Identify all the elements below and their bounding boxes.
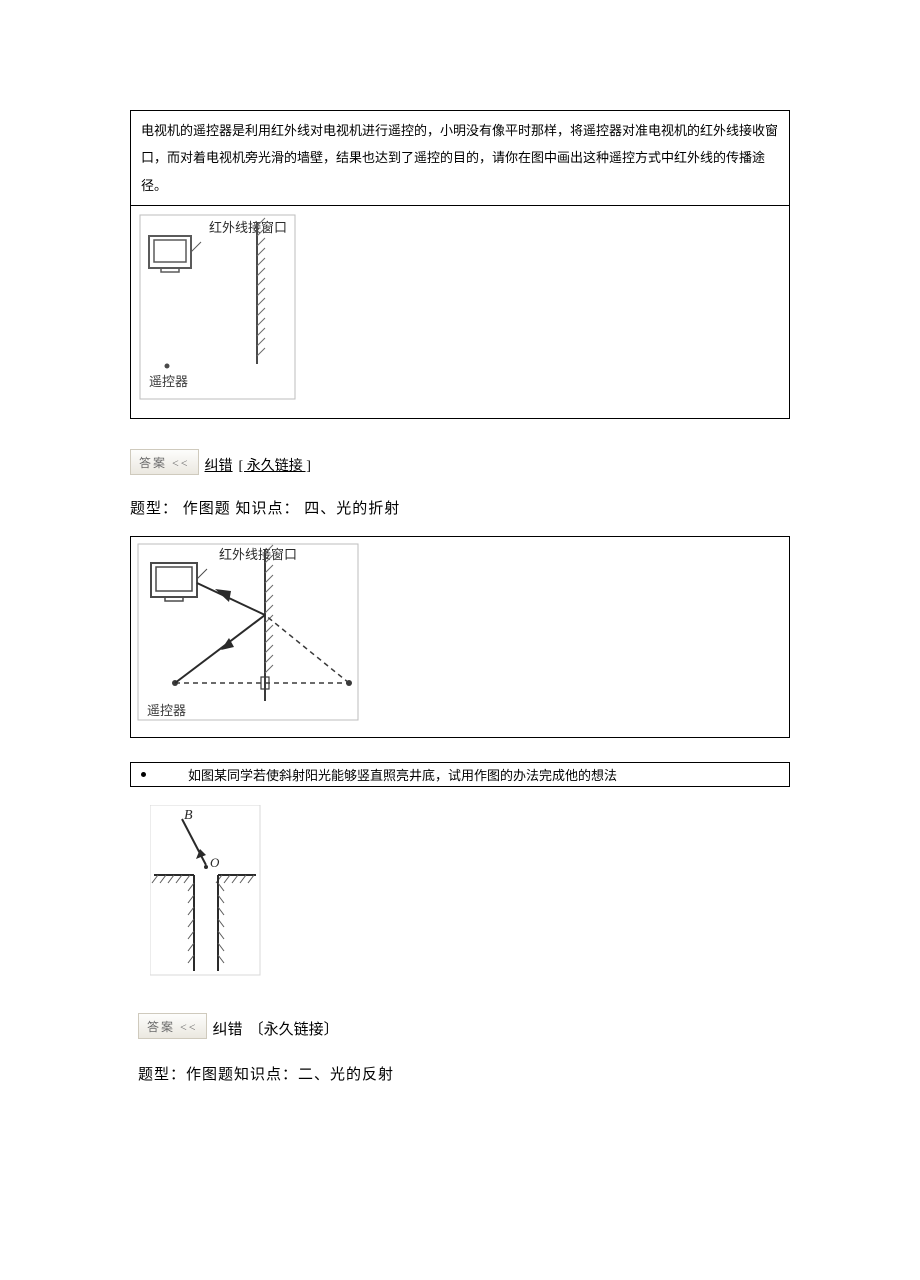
answer-button-1[interactable]: 答案 << <box>130 449 199 475</box>
question-2-text: 如图某同学若使斜射阳光能够竖直照亮井底，试用作图的办法完成他的想法 <box>188 765 617 784</box>
fig1-window-label: 红外线接窗口 <box>209 220 287 235</box>
sol1-remote-label: 遥控器 <box>147 703 186 718</box>
sol1-window-label: 红外线接窗口 <box>219 547 297 562</box>
errata-link-1[interactable]: 纠错 <box>205 455 233 475</box>
question-1-figure: 红外线接窗口 <box>139 214 309 404</box>
answer-row-2: 答案 << 纠错 〔永久链接〕 <box>138 1013 790 1039</box>
answer-button-2[interactable]: 答案 << <box>138 1013 207 1039</box>
permalink-1[interactable]: [ 永久链接 ] <box>239 455 311 475</box>
question-2-figure: B O <box>150 805 270 980</box>
question-1-text: 电视机的遥控器是利用红外线对电视机进行遥控的，小明没有像平时那样，将遥控器对准电… <box>141 123 778 193</box>
question-1-figure-box: 红外线接窗口 <box>130 206 790 419</box>
question-2-box: 如图某同学若使斜射阳光能够竖直照亮井底，试用作图的办法完成他的想法 <box>130 762 790 787</box>
solution-1-figure: 红外线接窗口 <box>137 543 377 723</box>
meta-line-1: 题型： 作图题 知识点： 四、光的折射 <box>130 497 790 518</box>
fig1-remote-label: 遥控器 <box>149 374 188 389</box>
bullet-icon <box>141 772 146 777</box>
fig2-label-O: O <box>210 855 220 870</box>
question-1-box: 电视机的遥控器是利用红外线对电视机进行遥控的，小明没有像平时那样，将遥控器对准电… <box>130 110 790 206</box>
solution-1-box: 红外线接窗口 <box>130 536 790 738</box>
errata-link-2[interactable]: 纠错 <box>213 1018 243 1039</box>
fig2-label-B: B <box>184 808 193 823</box>
permalink-2[interactable]: 〔永久链接〕 <box>249 1018 339 1039</box>
answer-row-1: 答案 << 纠错 [ 永久链接 ] <box>130 449 790 475</box>
question-2-figure-wrap: B O <box>150 805 790 985</box>
meta-line-2: 题型：作图题知识点：二、光的反射 <box>138 1063 790 1084</box>
